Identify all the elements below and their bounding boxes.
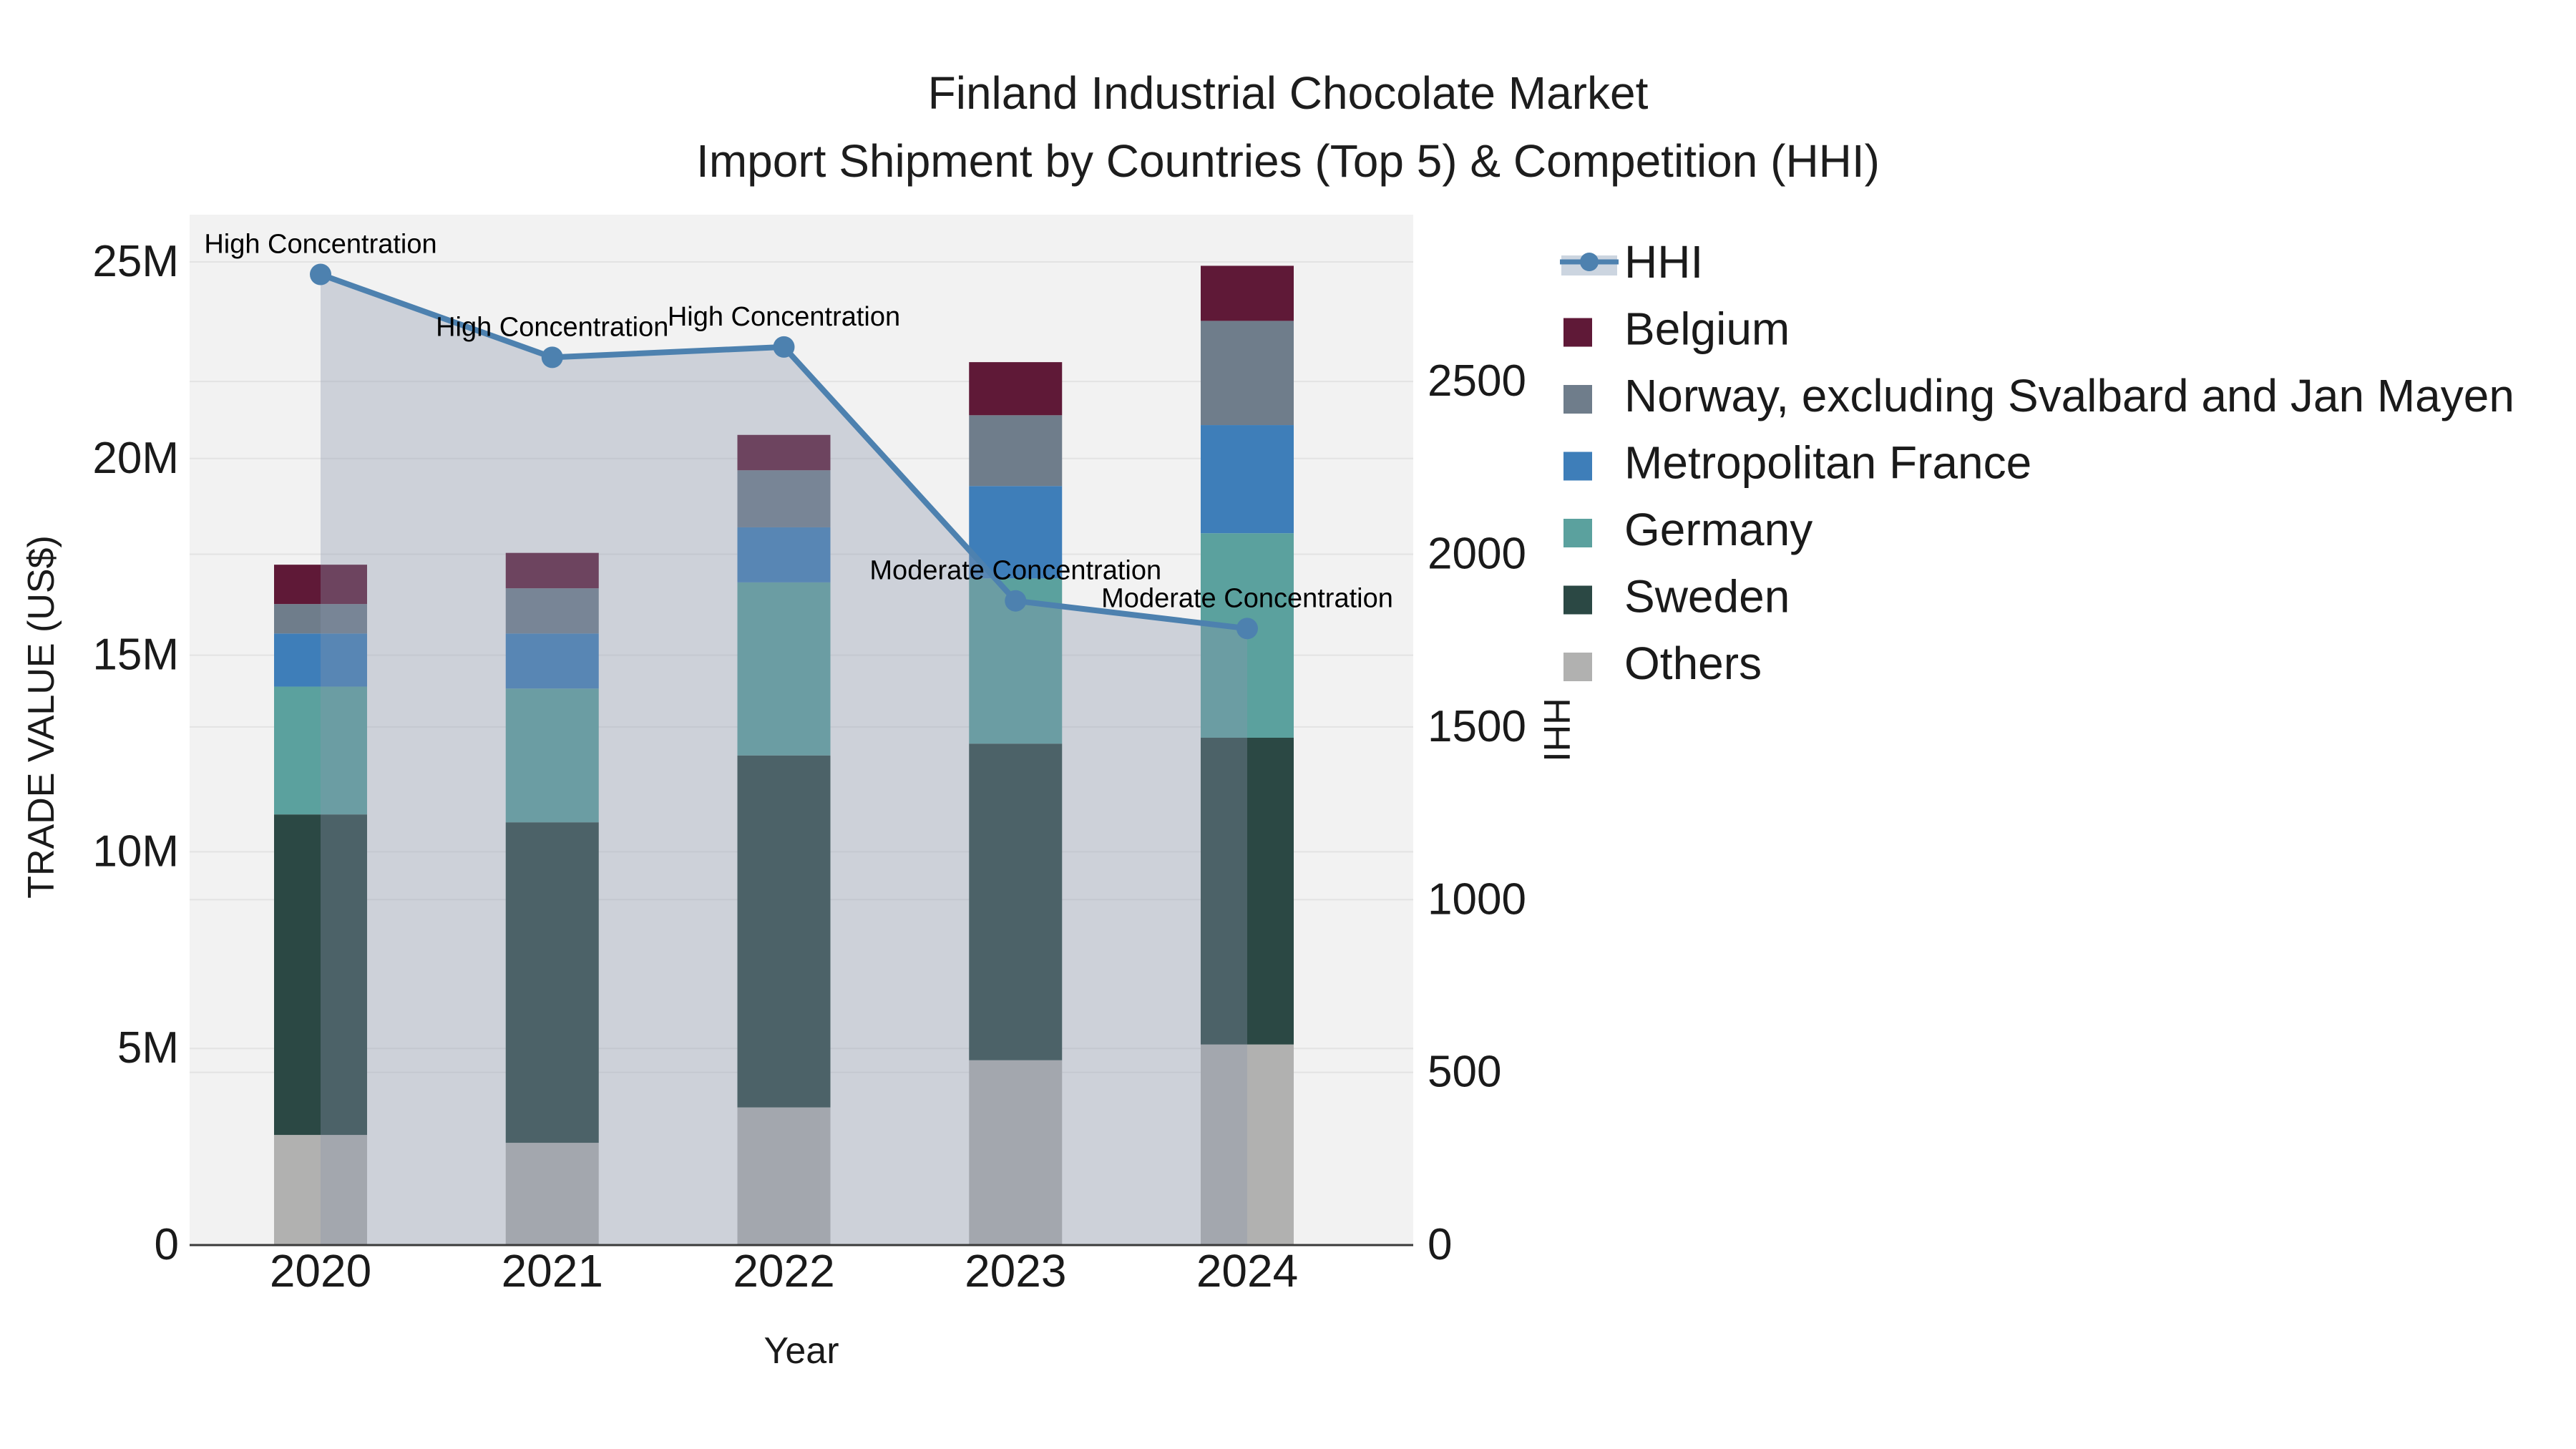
y-left-tick-25M: 25M <box>92 237 179 286</box>
hhi-marker-2024[interactable] <box>1236 618 1258 640</box>
legend-item-germany[interactable]: Germany <box>1563 504 1813 555</box>
bar-segment-2023-others[interactable] <box>969 1060 1063 1245</box>
hhi-area-layer <box>321 274 1247 1246</box>
bar-segment-2022-sweden[interactable] <box>737 755 831 1108</box>
hhi-marker-2022[interactable] <box>773 336 795 358</box>
hhi-marker-2020[interactable] <box>310 263 331 286</box>
bar-segment-2020-norway-excluding-svalbard-and-jan-mayen[interactable] <box>274 604 367 634</box>
legend: HHI Belgium Norway, excluding Svalbard and… <box>1560 236 2514 689</box>
legend-swatch-sweden <box>1563 585 1592 615</box>
legend-swatch-germany <box>1563 519 1592 547</box>
annotation-2024: Moderate Concentration <box>1101 583 1393 613</box>
bar-segment-2021-others[interactable] <box>505 1143 599 1245</box>
bar-segment-2024-metropolitan-france[interactable] <box>1201 425 1294 534</box>
bar-segment-2023-norway-excluding-svalbard-and-jan-mayen[interactable] <box>969 415 1063 487</box>
legend-item-belgium[interactable]: Belgium <box>1563 303 1790 355</box>
y-left-tick-10M: 10M <box>92 826 179 876</box>
bar-segment-2021-belgium[interactable] <box>505 552 599 589</box>
bar-segment-2020-metropolitan-france[interactable] <box>274 633 367 687</box>
x-tick-2024: 2024 <box>1196 1245 1298 1297</box>
y-right-tick-500: 500 <box>1428 1048 1501 1097</box>
chart-title-line1: Finland Industrial Chocolate Market <box>928 67 1649 119</box>
hhi-marker-2023[interactable] <box>1005 590 1027 612</box>
bar-segment-2022-germany[interactable] <box>737 582 831 756</box>
bar-segment-2022-metropolitan-france[interactable] <box>737 527 831 582</box>
y-right-tick-1000: 1000 <box>1428 874 1526 924</box>
bar-segment-2023-sweden[interactable] <box>969 743 1063 1060</box>
bar-segment-2021-metropolitan-france[interactable] <box>505 633 599 689</box>
y-left-tick-0: 0 <box>155 1220 179 1269</box>
legend-label-belgium[interactable]: Belgium <box>1624 303 1790 355</box>
x-tick-2020: 2020 <box>270 1245 371 1297</box>
legend-swatch-metropolitan-france <box>1563 452 1592 481</box>
legend-label-germany[interactable]: Germany <box>1624 504 1813 555</box>
bars-layer <box>274 265 1294 1245</box>
bar-segment-2022-belgium[interactable] <box>737 434 831 471</box>
legend-item-norway-excluding-svalbard-and-jan-mayen[interactable]: Norway, excluding Svalbard and Jan Mayen <box>1563 370 2514 421</box>
y-right-tick-0: 0 <box>1428 1220 1452 1269</box>
bar-segment-2020-belgium[interactable] <box>274 565 367 605</box>
y-right-tick-2500: 2500 <box>1428 356 1526 406</box>
hhi-marker-2021[interactable] <box>541 346 563 369</box>
legend-hhi-marker-icon <box>1580 253 1599 271</box>
legend-label-others[interactable]: Others <box>1624 638 1762 689</box>
annotation-2021: High Concentration <box>436 312 668 342</box>
y-left-tick-15M: 15M <box>92 630 179 680</box>
bar-segment-2021-sweden[interactable] <box>505 822 599 1143</box>
legend-label-sweden[interactable]: Sweden <box>1624 571 1790 623</box>
x-tick-2022: 2022 <box>733 1245 834 1297</box>
bar-segment-2020-others[interactable] <box>274 1135 367 1245</box>
bar-segment-2023-belgium[interactable] <box>969 362 1063 416</box>
y-axis-title-right: HHI <box>1536 698 1577 762</box>
y-axis-title-left: TRADE VALUE (US$) <box>21 535 62 899</box>
x-tick-2021: 2021 <box>502 1245 603 1297</box>
annotation-2020: High Concentration <box>204 230 436 260</box>
hhi-area-fill <box>321 274 1247 1246</box>
annotation-2023: Moderate Concentration <box>869 556 1161 586</box>
bar-segment-2022-others[interactable] <box>737 1107 831 1245</box>
legend-item-others[interactable]: Others <box>1563 638 1762 689</box>
bar-segment-2022-norway-excluding-svalbard-and-jan-mayen[interactable] <box>737 470 831 527</box>
bar-segment-2020-sweden[interactable] <box>274 814 367 1136</box>
x-axis-title: Year <box>763 1330 839 1372</box>
bar-segment-2024-others[interactable] <box>1201 1044 1294 1245</box>
legend-item-hhi[interactable]: HHI <box>1560 236 1703 288</box>
legend-item-sweden[interactable]: Sweden <box>1563 571 1790 623</box>
legend-item-metropolitan-france[interactable]: Metropolitan France <box>1563 437 2031 489</box>
bar-segment-2024-belgium[interactable] <box>1201 265 1294 321</box>
hhi-line-layer <box>310 263 1258 640</box>
bar-segment-2021-norway-excluding-svalbard-and-jan-mayen[interactable] <box>505 588 599 634</box>
legend-swatch-others <box>1563 653 1592 681</box>
y-left-tick-20M: 20M <box>92 434 179 483</box>
legend-label-metropolitan-france[interactable]: Metropolitan France <box>1624 437 2031 489</box>
chart-title-line2: Import Shipment by Countries (Top 5) & C… <box>696 135 1880 187</box>
bar-segment-2021-germany[interactable] <box>505 688 599 823</box>
y-left-tick-5M: 5M <box>117 1023 179 1073</box>
tick-labels-layer: 0 5M 10M 15M 20M 25M 0 500 1000 1500 2000 2500 2020 2… <box>92 237 1526 1297</box>
bar-segment-2024-sweden[interactable] <box>1201 737 1294 1045</box>
legend-swatch-belgium <box>1563 318 1592 347</box>
y-right-tick-2000: 2000 <box>1428 530 1526 579</box>
annotation-2022: High Concentration <box>668 302 900 332</box>
legend-label-hhi[interactable]: HHI <box>1624 236 1703 288</box>
legend-swatch-norway-excluding-svalbard-and-jan-mayen <box>1563 385 1592 414</box>
x-tick-2023: 2023 <box>965 1245 1066 1297</box>
y-right-tick-1500: 1500 <box>1428 702 1526 751</box>
legend-label-norway-excluding-svalbard-and-jan-mayen[interactable]: Norway, excluding Svalbard and Jan Mayen <box>1624 370 2514 421</box>
bar-segment-2024-norway-excluding-svalbard-and-jan-mayen[interactable] <box>1201 321 1294 426</box>
bar-segment-2020-germany[interactable] <box>274 686 367 815</box>
